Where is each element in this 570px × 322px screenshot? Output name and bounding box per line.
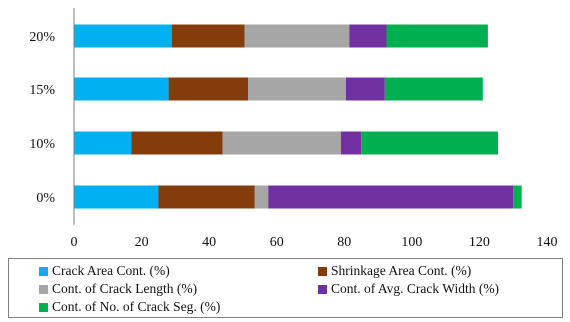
bar-segment — [168, 77, 248, 101]
stacked-bar-chart: 0% 10% 15% 20% 0 20 40 60 80 100 120 140 — [29, 8, 558, 250]
x-tick-label: 120 — [469, 235, 490, 250]
x-tick-labels: 0 20 40 60 80 100 120 140 — [71, 235, 558, 250]
bar-segment — [345, 77, 385, 101]
y-tick-label: 10% — [29, 137, 55, 152]
legend-item: Cont. of No. of Crack Seg. (%) — [39, 298, 220, 316]
x-tick-label: 140 — [537, 235, 558, 250]
legend-label: Cont. of No. of Crack Seg. (%) — [52, 299, 221, 314]
bar-segment — [513, 185, 522, 209]
legend-item: Crack Area Cont. (%) — [39, 262, 170, 280]
legend-swatch — [318, 266, 327, 276]
x-tick-label: 80 — [337, 235, 351, 250]
legend-swatch — [39, 284, 48, 294]
bar-segment — [254, 185, 269, 209]
bar-segment — [171, 24, 245, 48]
bar-segment — [386, 24, 488, 48]
legend-item: Shrinkage Area Cont. (%) — [318, 262, 471, 280]
bar-segment — [158, 185, 255, 209]
x-tick-label: 0 — [71, 235, 78, 250]
legend-swatch — [39, 266, 48, 276]
bar-segment — [268, 185, 514, 209]
bar-segment — [340, 131, 362, 155]
legend-item: Cont. of Avg. Crack Width (%) — [318, 280, 499, 298]
legend-label: Cont. of Crack Length (%) — [52, 281, 198, 296]
bar-segment — [74, 77, 169, 101]
bar-segment — [222, 131, 341, 155]
legend-label: Crack Area Cont. (%) — [52, 263, 170, 278]
bar-segment — [384, 77, 483, 101]
x-tick-label: 40 — [202, 235, 216, 250]
bar-segment — [247, 77, 346, 101]
bars-group — [74, 24, 522, 209]
y-tick-label: 0% — [36, 191, 55, 206]
bar-segment — [131, 131, 223, 155]
bar-segment — [361, 131, 499, 155]
bar-segment — [244, 24, 350, 48]
bar-segment — [74, 24, 172, 48]
bar-segment — [74, 185, 159, 209]
legend-swatch — [39, 302, 48, 312]
legend-swatch — [318, 284, 327, 294]
legend-item: Cont. of Crack Length (%) — [39, 280, 197, 298]
x-tick-label: 20 — [135, 235, 149, 250]
bar-segment — [74, 131, 132, 155]
x-tick-label: 60 — [270, 235, 284, 250]
y-tick-label: 15% — [29, 83, 55, 98]
y-tick-labels: 0% 10% 15% 20% — [29, 30, 55, 206]
x-tick-label: 100 — [401, 235, 422, 250]
y-tick-label: 20% — [29, 30, 55, 45]
legend-label: Cont. of Avg. Crack Width (%) — [331, 281, 500, 296]
bar-segment — [349, 24, 387, 48]
legend-label: Shrinkage Area Cont. (%) — [331, 263, 472, 278]
legend: Crack Area Cont. (%) Shrinkage Area Cont… — [8, 258, 563, 318]
